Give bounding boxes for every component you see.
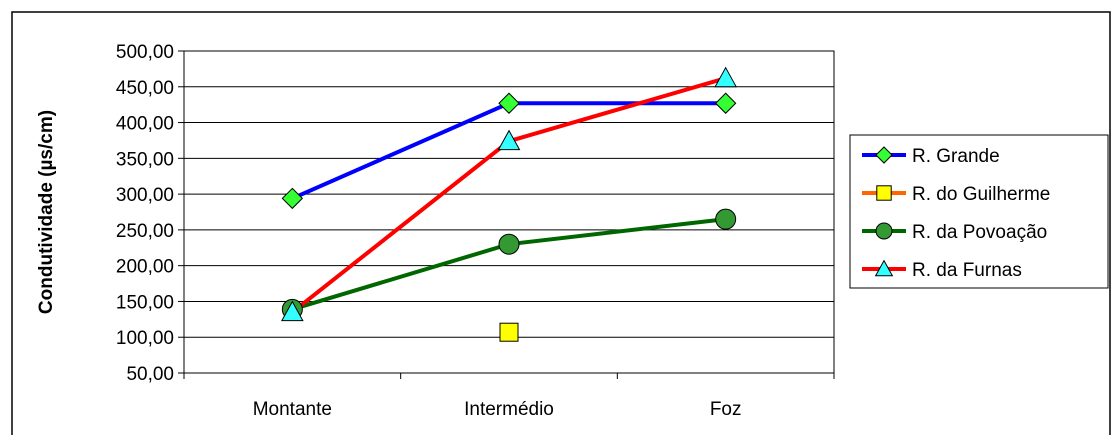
axes: 50,00 100,00 150,00 200,00 250,00 300,00 350,0… [116,42,835,420]
data-point-r-da-furnas [497,129,521,151]
y-tick-label: 250,00 [116,221,174,242]
data-point-r-da-povoa-o [715,208,737,230]
data-point-r-da-furnas [280,300,304,322]
data-point-r-grande [281,187,304,210]
y-tick-label: 350,00 [116,149,174,170]
y-tick-label: 200,00 [116,257,174,278]
y-axis-label: Condutividade (µs/cm) [36,110,57,314]
y-tick-label: 500,00 [116,42,174,63]
data-point-r-da-povoa-o [498,233,520,255]
data-point-r-grande [714,92,737,114]
x-tick-label: Foz [710,399,742,420]
legend-label-r-grande: R. Grande [912,146,1000,167]
legend-label-r-da-povoa-o: R. da Povoação [912,222,1047,243]
x-tick-label: Montante [253,399,332,420]
legend-marker-r-do-guilherme [876,185,892,201]
y-tick-label: 450,00 [116,78,174,99]
y-tick-label: 300,00 [116,185,174,206]
legend-marker-r-grande [875,146,893,164]
series-layer [280,66,738,342]
legend: R. Grande R. do Guilherme R. da Povoação R.… [849,134,1109,289]
y-tick-label: 400,00 [116,114,174,135]
data-point-r-grande [498,92,520,114]
legend-label-r-do-guilherme: R. do Guilherme [912,184,1050,205]
y-tick-label: 50,00 [126,364,174,385]
legend-label-r-da-furnas: R. da Furnas [912,260,1022,281]
legend-box [849,134,1109,289]
data-point-r-da-furnas [714,66,738,88]
x-tick-label: Intermédio [464,399,554,420]
data-point-r-do-guilherme [499,322,519,342]
y-tick-label: 150,00 [116,292,174,313]
y-tick-label: 100,00 [116,328,174,349]
legend-marker-r-da-povoa-o [875,222,893,240]
legend-marker-r-da-furnas [874,259,894,277]
